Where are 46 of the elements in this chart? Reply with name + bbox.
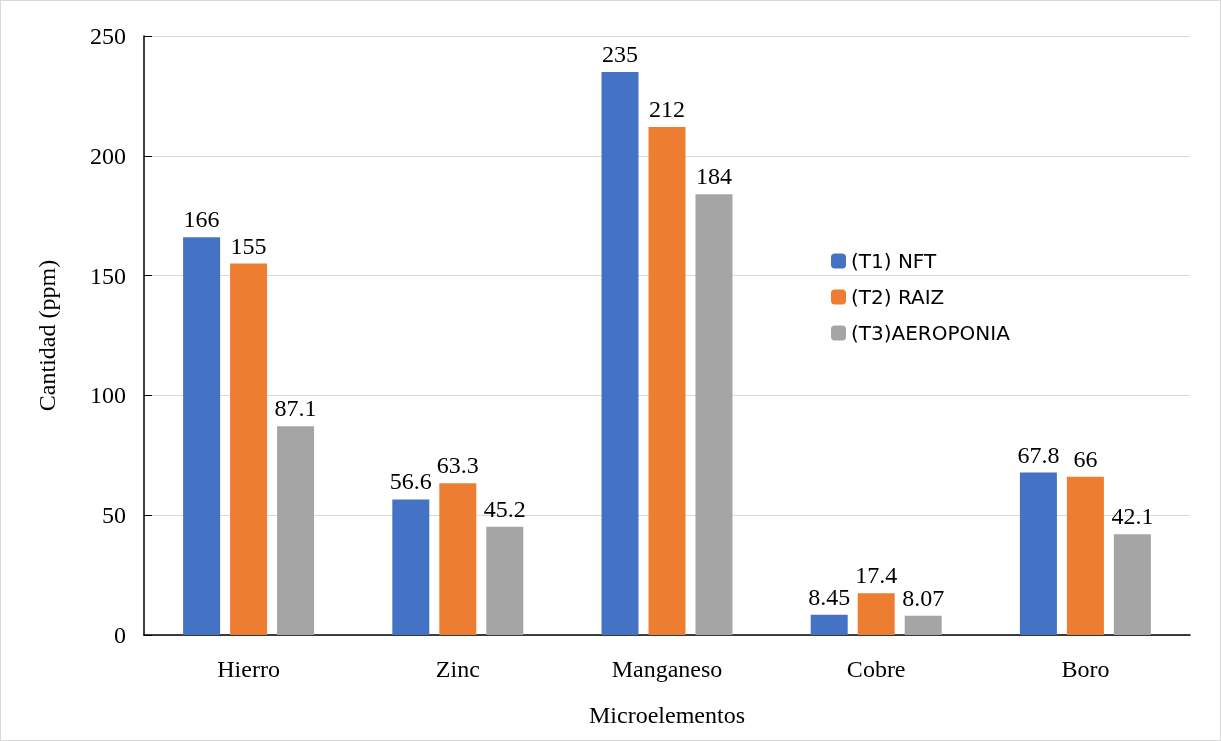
bar [601,71,639,635]
bar [439,483,477,635]
data-label: 63.3 [436,452,479,479]
data-label: 184 [695,163,732,190]
y-tick-label: 0 [114,622,126,648]
y-axis-title: Cantidad (ppm) [34,259,60,412]
bar [392,499,430,635]
x-tick-label: Zinc [435,656,480,682]
y-tick-label: 200 [90,142,126,169]
bar [695,194,733,635]
data-label: 212 [649,96,685,123]
bar [648,127,686,635]
data-label: 67.8 [1017,441,1060,468]
data-label: 235 [602,40,639,67]
x-tick-label: Manganeso [611,656,723,682]
bar [277,426,315,635]
data-label: 45.2 [483,495,526,522]
bar [1019,472,1057,635]
data-label: 42.1 [1111,503,1154,530]
data-label: 17.4 [855,562,898,589]
bar [857,593,895,635]
y-tick-label: 100 [90,382,126,409]
y-tick-label: 150 [90,262,126,289]
data-label: 66 [1073,445,1098,472]
data-label: 8.45 [808,583,851,610]
legend-label: (T3)AEROPONIA [851,321,1011,345]
bar [904,615,942,635]
data-label: 8.07 [902,584,945,611]
x-tick-label: Boro [1061,656,1110,682]
legend-label: (T1) NFT [851,249,938,273]
y-tick-label: 50 [102,502,126,529]
legend-label: (T2) RAIZ [851,285,945,309]
data-label: 56.6 [389,468,432,495]
bar [1066,476,1104,635]
bar [1113,534,1151,635]
bar [486,526,524,635]
x-tick-label: Hierro [217,656,280,682]
data-label: 155 [230,232,267,259]
y-tick-label: 250 [90,23,126,49]
bar [183,237,221,635]
data-label: 87.1 [274,395,317,422]
bar [230,263,268,635]
x-axis-title: Microelementos [589,702,745,728]
data-label: 166 [183,206,220,233]
bar [810,614,848,635]
x-tick-label: Cobre [846,656,906,682]
